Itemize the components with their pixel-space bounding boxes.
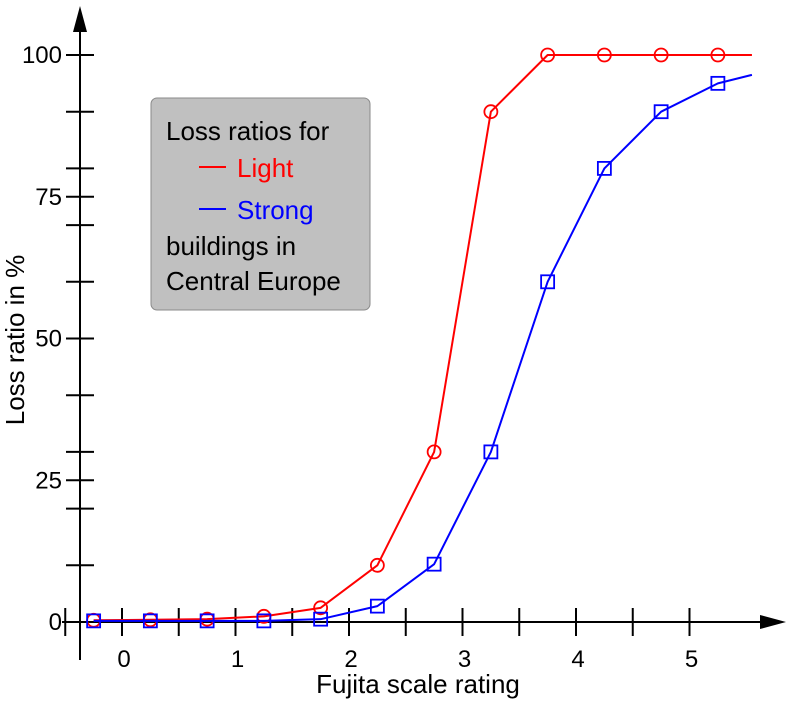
legend-box: [150, 97, 371, 311]
strong-data-point: [142, 613, 158, 629]
light-data-point: [653, 47, 669, 63]
y-tick-label: 0: [49, 609, 62, 636]
legend-heading: Loss ratios for: [166, 116, 330, 146]
legend: Loss ratios for Light Strong buildings i…: [150, 97, 371, 311]
legend-strong-label: Strong: [237, 195, 314, 225]
light-data-point: [313, 600, 329, 616]
x-tick-label: 2: [344, 646, 357, 673]
light-data-point: [369, 557, 385, 573]
strong-data-point: [483, 444, 499, 460]
strong-series-line: [93, 73, 753, 622]
x-tick-label: 4: [571, 646, 584, 673]
y-axis-title: Loss ratio in %: [0, 255, 30, 426]
y-tick-label: 75: [35, 184, 62, 211]
legend-buildings-text: buildings in: [166, 231, 296, 261]
strong-data-point: [369, 598, 385, 614]
y-tick-label: 25: [35, 467, 62, 494]
x-tick-label: 5: [685, 646, 698, 673]
light-data-point: [540, 47, 556, 63]
strong-data-point: [313, 611, 329, 627]
x-axis-title: Fujita scale rating: [316, 669, 520, 699]
light-data-point: [426, 444, 442, 460]
light-series-line: [93, 54, 752, 622]
legend-region-text: Central Europe: [166, 266, 341, 296]
series: [86, 47, 753, 629]
strong-data-point: [596, 160, 612, 176]
legend-light-label: Light: [237, 153, 294, 183]
strong-data-point: [256, 613, 272, 629]
strong-data-point: [86, 613, 102, 629]
strong-data-point: [653, 104, 669, 120]
x-tick-label: 0: [117, 646, 130, 673]
strong-data-point: [710, 75, 726, 91]
light-data-point: [710, 47, 726, 63]
x-tick-label: 3: [458, 646, 471, 673]
x-axis-arrow: [760, 615, 786, 629]
strong-data-point: [426, 556, 442, 572]
y-axis-arrow: [73, 6, 87, 32]
strong-data-point: [540, 274, 556, 290]
light-data-point: [483, 104, 499, 120]
y-tick-label: 100: [22, 42, 62, 69]
y-tick-label: 50: [35, 326, 62, 353]
x-tick-label: 1: [231, 646, 244, 673]
strong-data-point: [199, 613, 215, 629]
ticks: 0 25 50 75 100 0 1 2 3 4 5: [22, 42, 698, 673]
light-data-point: [596, 47, 612, 63]
